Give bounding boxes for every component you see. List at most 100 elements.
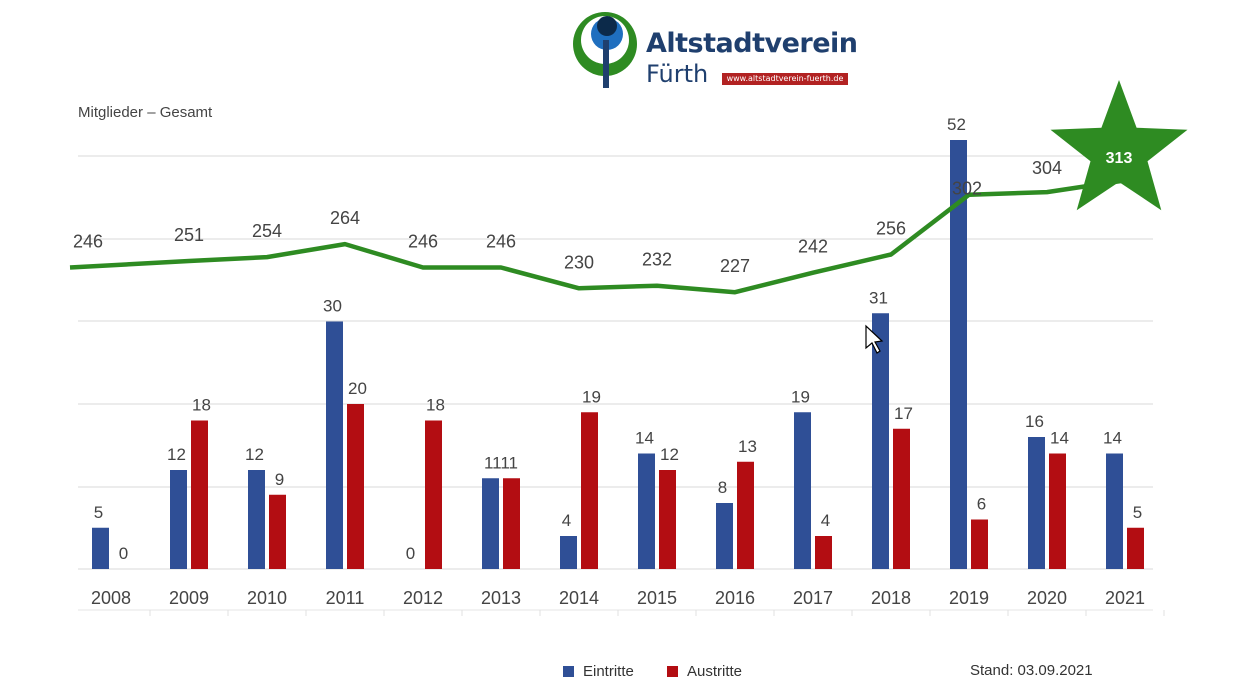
legend-swatch-austritte <box>667 666 678 677</box>
x-tick-label: 2010 <box>247 588 287 608</box>
legend-austritte: Austritte <box>667 663 742 680</box>
bar-austritte <box>1049 453 1066 569</box>
bar-eintritte <box>92 527 109 569</box>
star-icon <box>1050 80 1188 211</box>
bar-austritte <box>425 420 442 569</box>
bar-austritte <box>503 478 520 569</box>
bar-austritte <box>1127 527 1144 569</box>
line-value-label: 251 <box>174 225 204 245</box>
legend-label-austritte: Austritte <box>687 663 743 680</box>
logo-mark <box>573 12 637 88</box>
bar-value-label-eintritte: 0 <box>406 544 415 563</box>
line-value-label: 242 <box>798 237 828 257</box>
legend-swatch-eintritte <box>563 666 574 677</box>
x-tick-label: 2018 <box>871 588 911 608</box>
bar-value-label-austritte: 4 <box>821 511 830 530</box>
bar-value-label-austritte: 0 <box>119 544 128 563</box>
line-value-label: 230 <box>564 252 594 272</box>
bar-value-label-eintritte: 19 <box>791 387 810 406</box>
legend-eintritte: Eintritte <box>563 663 634 680</box>
x-tick-label: 2008 <box>91 588 131 608</box>
line-series <box>69 178 1126 295</box>
bar-eintritte <box>638 453 655 569</box>
bar-eintritte <box>794 412 811 569</box>
x-axis-labels: 2008 2009 2010 2011 2012 2013 2014 2015 2016 2017… <box>91 588 1165 616</box>
x-tick-label: 2014 <box>559 588 599 608</box>
bar-eintritte <box>1106 453 1123 569</box>
bars <box>92 140 1144 569</box>
x-tick-label: 2013 <box>481 588 521 608</box>
bar-value-label-eintritte: 16 <box>1025 412 1044 431</box>
bar-value-label-austritte: 13 <box>738 437 757 456</box>
bar-austritte <box>347 404 364 569</box>
line-value-label: 232 <box>642 250 672 270</box>
bar-value-label-eintritte: 52 <box>947 115 966 134</box>
bar-eintritte <box>248 470 265 569</box>
line-value-label: 254 <box>252 221 282 241</box>
x-tick-label: 2012 <box>403 588 443 608</box>
bar-eintritte <box>716 503 733 569</box>
bar-value-label-austritte: 18 <box>192 396 211 415</box>
line-value-label: 256 <box>876 219 906 239</box>
bar-austritte <box>893 428 910 569</box>
logo-title: Altstadtverein <box>646 28 858 59</box>
logo-subtitle: Fürth <box>646 60 709 88</box>
logo-stem <box>603 40 609 88</box>
bar-value-label-austritte: 12 <box>660 445 679 464</box>
x-tick-label: 2020 <box>1027 588 1067 608</box>
bar-austritte <box>191 420 208 569</box>
bar-eintritte <box>326 321 343 569</box>
bar-austritte <box>815 536 832 569</box>
bar-value-label-eintritte: 12 <box>167 445 186 464</box>
bar-value-label-austritte: 19 <box>582 387 601 406</box>
bar-value-label-austritte: 5 <box>1133 503 1142 522</box>
line-labels: 246 251 254 264 246 246 230 232 227 242 256 302 304 <box>73 158 1062 276</box>
gridlines <box>78 155 1153 611</box>
bar-eintritte <box>482 478 499 569</box>
bar-austritte <box>269 494 286 569</box>
x-tick-label: 2021 <box>1105 588 1145 608</box>
logo-url: www.altstadtverein-fuerth.de <box>722 73 848 85</box>
x-tick-label: 2009 <box>169 588 209 608</box>
bar-value-label-eintritte: 14 <box>1103 429 1122 448</box>
line-value-label: 227 <box>720 256 750 276</box>
bar-labels: 5012181293020018111141914128131943117526… <box>94 115 1142 563</box>
chart-subtitle: Mitglieder – Gesamt <box>78 104 213 121</box>
line-value-label: 302 <box>952 179 982 199</box>
x-tick-label: 2017 <box>793 588 833 608</box>
bar-austritte <box>971 519 988 569</box>
line-value-label: 246 <box>408 232 438 252</box>
bar-value-label-eintritte: 30 <box>323 297 342 316</box>
logo-top-dot <box>597 16 617 36</box>
bar-eintritte <box>170 470 187 569</box>
x-tick-label: 2016 <box>715 588 755 608</box>
x-tick-label: 2015 <box>637 588 677 608</box>
x-tick-label: 2011 <box>326 588 365 608</box>
bar-eintritte <box>872 313 889 569</box>
line-value-label: 246 <box>73 232 103 252</box>
bar-value-label-austritte: 18 <box>426 396 445 415</box>
line-value-label: 264 <box>330 208 360 228</box>
bar-value-label-eintritte: 4 <box>562 511 571 530</box>
bar-value-label-austritte: 17 <box>894 404 913 423</box>
line-gesamt <box>69 178 1126 295</box>
bar-eintritte <box>560 536 577 569</box>
bar-austritte <box>659 470 676 569</box>
line-value-label: 304 <box>1032 158 1062 178</box>
bar-value-label-eintritte: 8 <box>718 478 727 497</box>
stand-date: Stand: 03.09.2021 <box>970 662 1093 679</box>
bar-austritte <box>581 412 598 569</box>
bar-value-label-eintritte: 31 <box>869 288 888 307</box>
line-value-label: 246 <box>486 232 516 252</box>
bar-value-label-austritte: 6 <box>977 495 986 514</box>
bar-value-label-austritte: 20 <box>348 379 367 398</box>
bar-value-label-austritte: 14 <box>1050 429 1069 448</box>
star-label: 313 <box>1106 150 1133 167</box>
mouse-cursor-icon <box>865 324 884 354</box>
bar-eintritte <box>1028 437 1045 569</box>
legend-label-eintritte: Eintritte <box>583 663 634 680</box>
bar-austritte <box>737 461 754 569</box>
bar-eintritte <box>950 140 967 569</box>
bar-value-label-austritte: 9 <box>275 470 284 489</box>
